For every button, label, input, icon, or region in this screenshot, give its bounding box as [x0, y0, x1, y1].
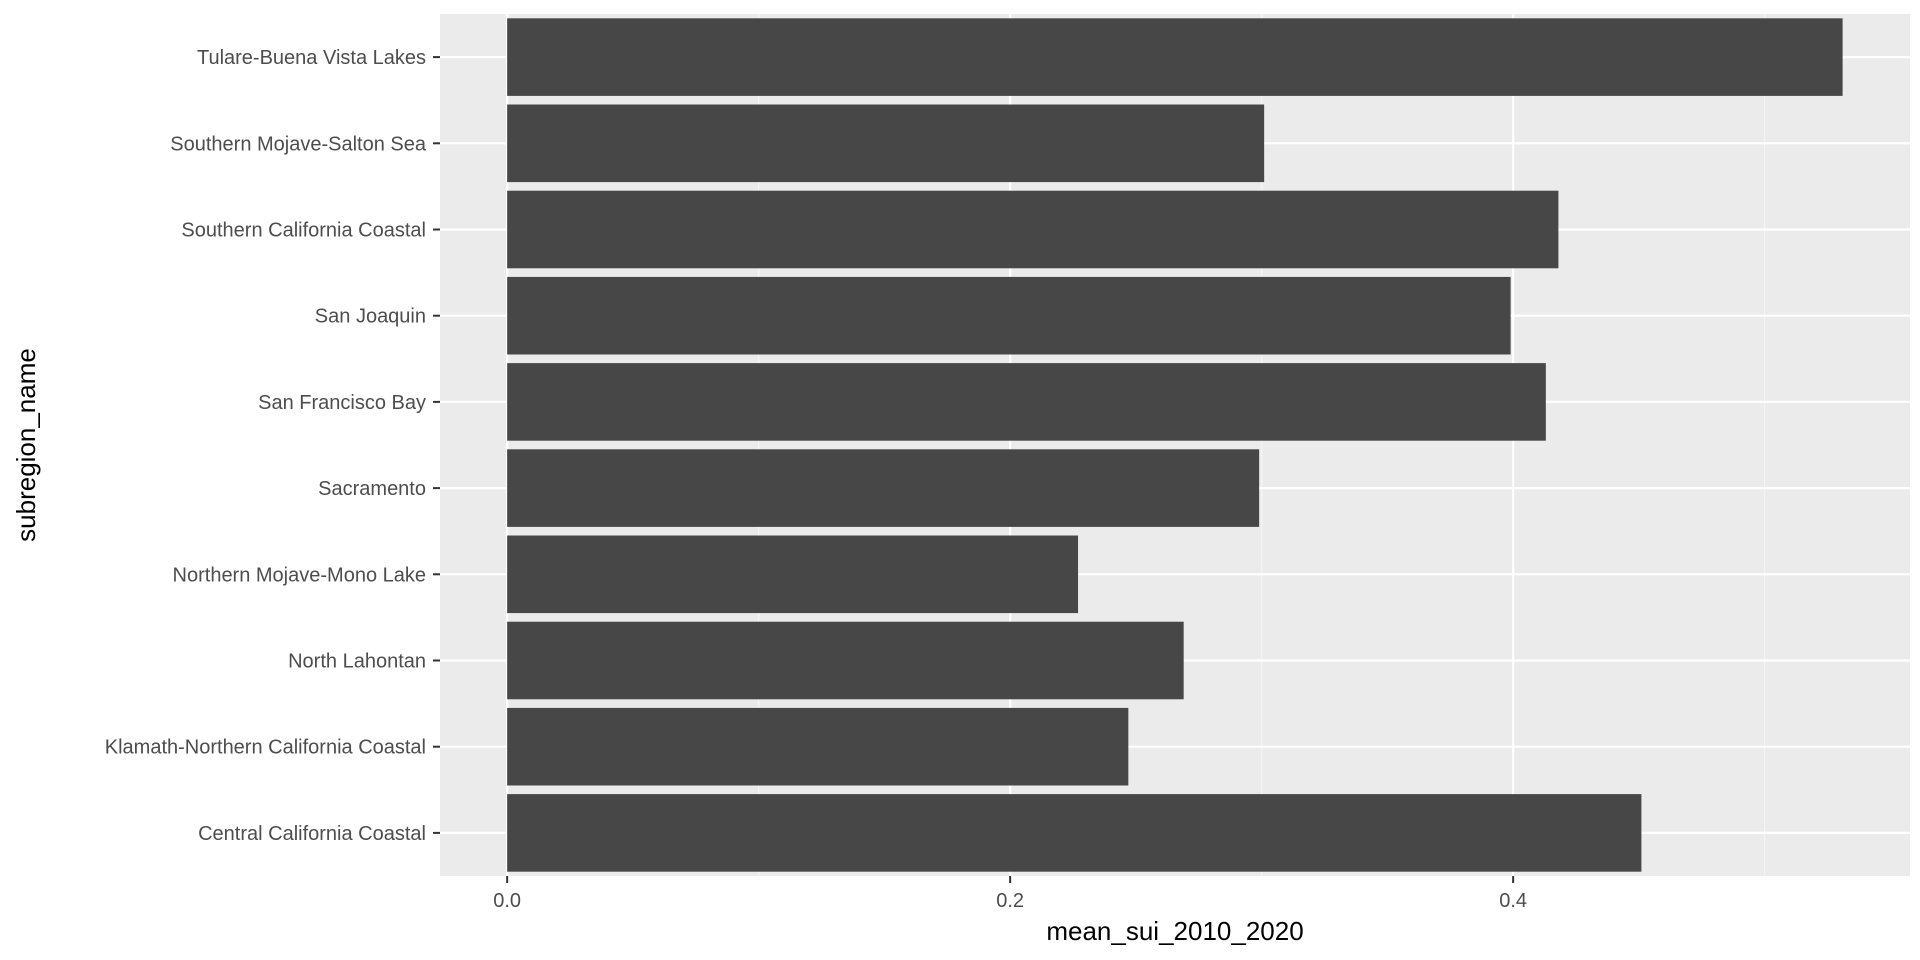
bar — [507, 449, 1260, 527]
x-tick-label: 0.4 — [1499, 890, 1527, 912]
x-tick-label: 0.2 — [996, 890, 1024, 912]
bar — [507, 621, 1184, 700]
y-tick-label: North Lahontan — [288, 651, 426, 673]
y-tick-label: San Francisco Bay — [258, 392, 426, 414]
y-tick-label: Tulare-Buena Vista Lakes — [197, 47, 426, 69]
y-tick-label: Southern California Coastal — [181, 220, 426, 242]
bar — [507, 707, 1129, 786]
y-axis: Tulare-Buena Vista Lakes Southern Mojave-… — [105, 47, 440, 845]
y-tick-label: Central California Coastal — [198, 823, 426, 845]
y-tick-label: Northern Mojave-Mono Lake — [173, 564, 426, 586]
y-tick-label: Klamath-Northern California Coastal — [105, 737, 426, 759]
x-axis-title: mean_sui_2010_2020 — [1046, 916, 1303, 946]
bar — [507, 104, 1265, 183]
bar — [507, 276, 1511, 355]
x-tick-label: 0.0 — [493, 890, 521, 912]
bar — [507, 535, 1079, 614]
bars — [507, 18, 1843, 872]
y-tick-label: Southern Mojave-Salton Sea — [170, 133, 427, 155]
bar — [507, 363, 1546, 441]
y-tick-label: Sacramento — [318, 478, 426, 500]
bar — [507, 190, 1559, 269]
x-axis: 0.0 0.2 0.4 — [493, 876, 1527, 912]
bar — [507, 794, 1642, 872]
bar — [507, 18, 1843, 96]
y-axis-title: subregion_name — [11, 348, 41, 542]
y-tick-label: San Joaquin — [315, 306, 426, 328]
